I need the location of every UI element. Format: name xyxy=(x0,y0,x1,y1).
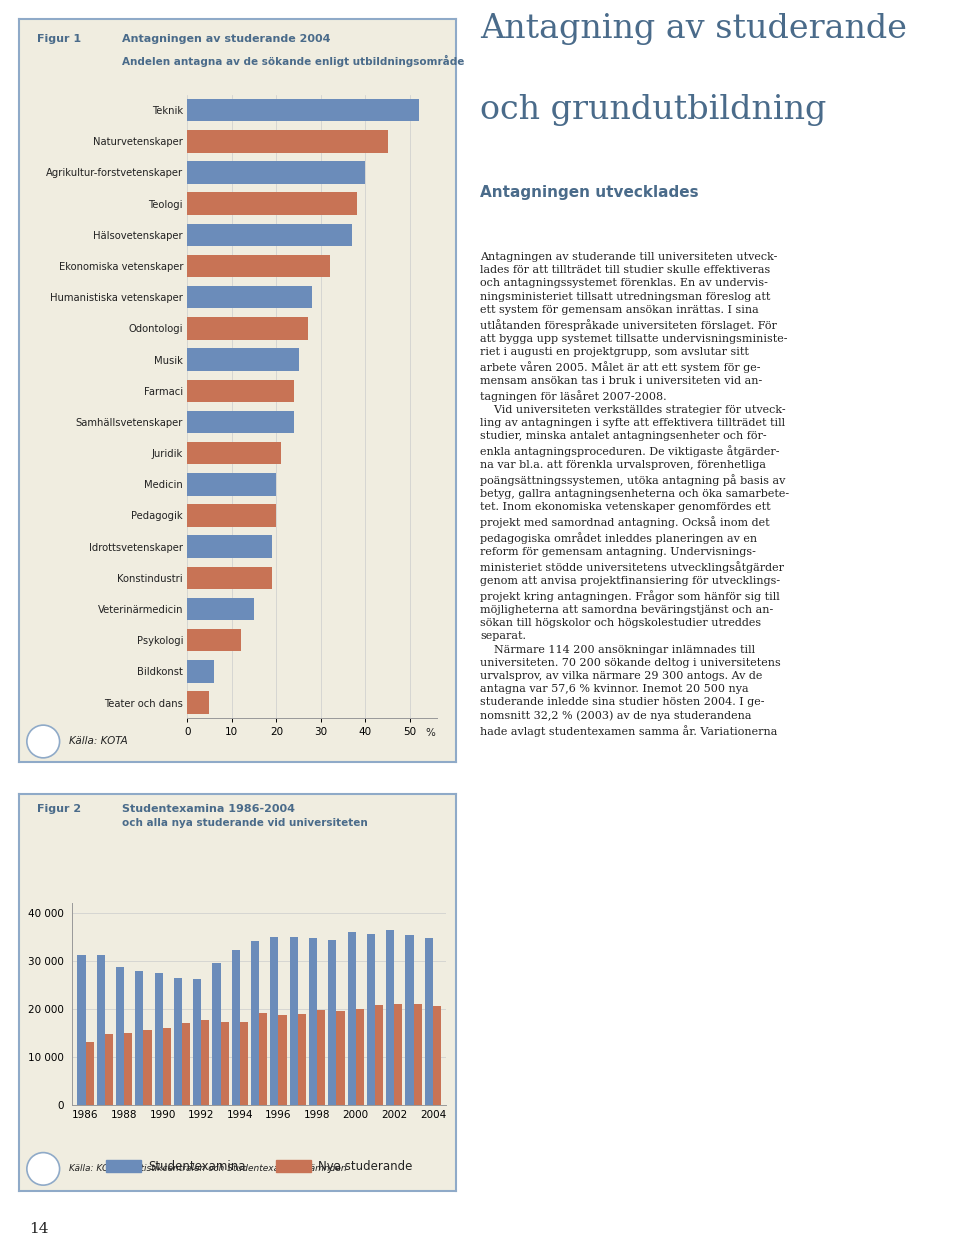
Bar xyxy=(271,937,278,1105)
Text: Studentexamina 1986-2004: Studentexamina 1986-2004 xyxy=(122,804,295,814)
Text: Andelen antagna av de sökande enligt utbildningsområde: Andelen antagna av de sökande enligt utb… xyxy=(122,54,465,67)
Bar xyxy=(182,1023,190,1105)
Text: och grundutbildning: och grundutbildning xyxy=(480,94,827,126)
Text: %: % xyxy=(425,727,436,737)
Bar xyxy=(187,536,272,558)
Bar xyxy=(116,966,124,1105)
Text: och alla nya studerande vid universiteten: och alla nya studerande vid universitete… xyxy=(122,818,368,828)
Bar xyxy=(135,970,143,1105)
Bar xyxy=(367,934,375,1105)
Bar xyxy=(187,379,294,402)
Bar xyxy=(187,98,419,121)
Bar xyxy=(309,937,317,1105)
Bar xyxy=(231,950,240,1105)
Bar xyxy=(187,692,209,714)
Bar xyxy=(212,964,221,1105)
Bar xyxy=(414,1004,421,1105)
Bar xyxy=(221,1022,228,1105)
Bar xyxy=(97,955,105,1105)
Bar xyxy=(187,472,276,495)
Bar xyxy=(187,411,294,433)
Bar xyxy=(356,1008,364,1105)
Text: Antagningen utvecklades: Antagningen utvecklades xyxy=(480,185,699,200)
Bar xyxy=(155,973,162,1105)
Bar xyxy=(240,1022,248,1105)
Text: Källa: KOTA: Källa: KOTA xyxy=(69,737,129,746)
Bar xyxy=(252,941,259,1105)
Bar xyxy=(187,660,214,683)
Bar xyxy=(259,1013,267,1105)
Bar xyxy=(433,1007,441,1105)
Bar xyxy=(193,979,202,1105)
Bar xyxy=(375,1004,383,1105)
Bar xyxy=(278,1016,287,1105)
Bar xyxy=(202,1021,209,1105)
Ellipse shape xyxy=(27,1153,60,1186)
Bar xyxy=(187,286,312,309)
Bar xyxy=(336,1011,345,1105)
Bar xyxy=(187,193,356,215)
Text: Antagningen av studerande till universiteten utveck-
lades för att tillträdet ti: Antagningen av studerande till universit… xyxy=(480,252,789,737)
Text: Antagningen av studerande 2004: Antagningen av studerande 2004 xyxy=(122,34,330,44)
Bar xyxy=(187,567,272,590)
Bar xyxy=(187,255,330,277)
Text: 14: 14 xyxy=(29,1222,48,1236)
Bar xyxy=(405,935,414,1105)
Bar xyxy=(328,940,336,1105)
Bar xyxy=(187,130,388,152)
Bar xyxy=(124,1032,132,1105)
Bar xyxy=(395,1004,402,1105)
Bar xyxy=(143,1029,152,1105)
Bar xyxy=(424,937,433,1105)
Bar xyxy=(187,597,254,620)
Bar xyxy=(187,504,276,527)
Text: Figur 1: Figur 1 xyxy=(36,34,81,44)
Bar xyxy=(162,1028,171,1105)
Text: Antagning av studerande: Antagning av studerande xyxy=(480,13,907,44)
Bar xyxy=(290,936,298,1105)
Text: Källa: KOTA, Statistikcentralen och Studentexamensnämnden: Källa: KOTA, Statistikcentralen och Stud… xyxy=(69,1164,348,1173)
Bar xyxy=(78,955,85,1105)
Bar xyxy=(298,1014,306,1105)
Text: Figur 2: Figur 2 xyxy=(36,804,81,814)
Bar xyxy=(187,442,280,465)
Bar xyxy=(348,932,356,1105)
Bar xyxy=(386,930,395,1105)
Bar xyxy=(187,348,299,370)
Bar xyxy=(317,1011,325,1105)
Bar xyxy=(187,161,366,184)
Bar xyxy=(187,223,352,246)
Bar xyxy=(187,629,241,651)
Bar xyxy=(105,1034,113,1105)
Ellipse shape xyxy=(27,726,60,757)
Bar xyxy=(85,1042,94,1105)
Legend: Studentexamina, Nya studerande: Studentexamina, Nya studerande xyxy=(102,1155,417,1178)
Bar xyxy=(187,318,307,340)
Bar xyxy=(174,978,182,1105)
